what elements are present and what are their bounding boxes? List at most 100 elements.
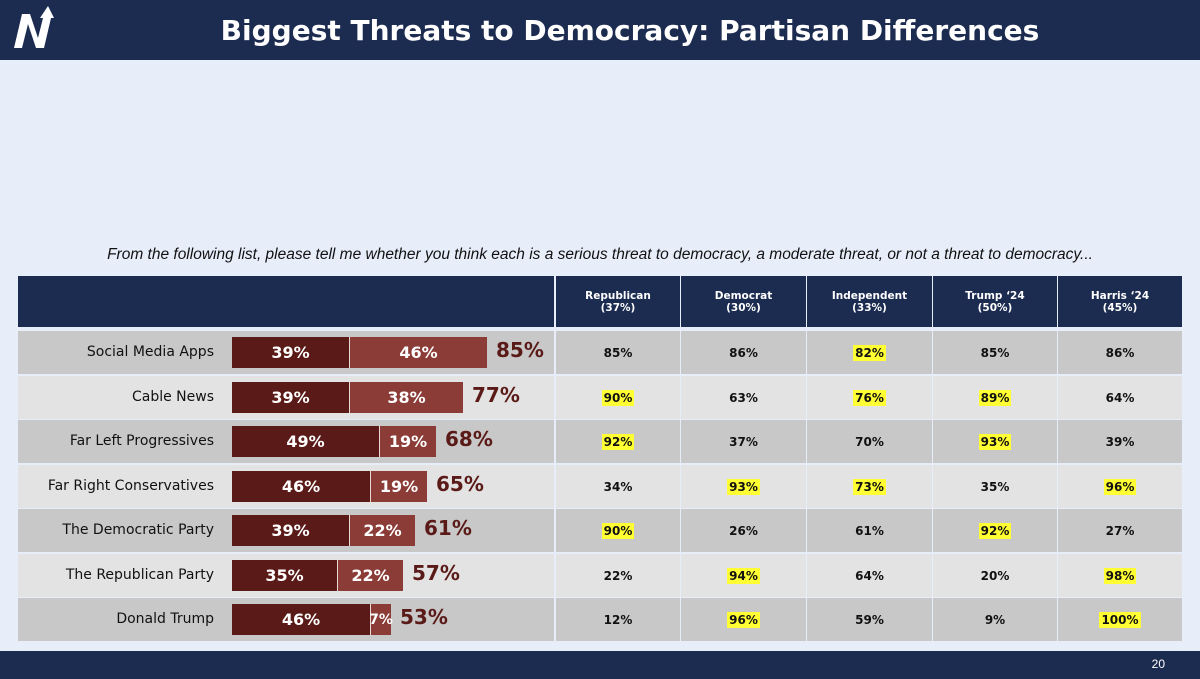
- bar-moderate-threat: 22%: [337, 560, 403, 591]
- cell-value: 98%: [1103, 567, 1137, 584]
- cell-value: 37%: [729, 434, 758, 449]
- cell-value: 64%: [1105, 390, 1135, 405]
- column-header-name: Democrat: [714, 289, 773, 302]
- cell-value: 35%: [980, 479, 1010, 494]
- table-cell: 96%: [681, 598, 806, 641]
- bar-moderate-threat: 19%: [370, 471, 427, 502]
- table-cell: 70%: [807, 420, 932, 463]
- column-header-share: (50%): [977, 301, 1013, 314]
- column-header: Harris ‘24 (45%): [1058, 276, 1182, 327]
- bar-serious-threat: 35%: [232, 560, 337, 591]
- table-cell: 35%: [933, 465, 1057, 508]
- column-header-name: Independent: [831, 289, 908, 302]
- row-label: The Democratic Party: [62, 522, 214, 538]
- total-label: 57%: [412, 561, 460, 585]
- cell-value: 90%: [601, 389, 635, 406]
- cell-value: 93%: [978, 433, 1012, 450]
- table-cell: 34%: [556, 465, 680, 508]
- table-cell: 26%: [681, 509, 806, 552]
- table-cell: 39%: [1058, 420, 1182, 463]
- bar-serious-threat: 46%: [232, 604, 370, 635]
- column-header: Trump ‘24 (50%): [933, 276, 1057, 327]
- column-header: Democrat (30%): [681, 276, 806, 327]
- table-cell: 20%: [933, 554, 1057, 597]
- column-header-share: (45%): [1102, 301, 1138, 314]
- table-cell: 93%: [933, 420, 1057, 463]
- table-cell: 22%: [556, 554, 680, 597]
- table-cell: 37%: [681, 420, 806, 463]
- cell-value: 85%: [980, 345, 1010, 360]
- table-header-blank: [18, 276, 554, 327]
- table-cell: 92%: [933, 509, 1057, 552]
- table-cell: 27%: [1058, 509, 1182, 552]
- row-label: Social Media Apps: [86, 344, 214, 360]
- page-title: Biggest Threats to Democracy: Partisan D…: [220, 14, 1040, 47]
- cell-value: 63%: [729, 390, 758, 405]
- cell-value: 90%: [601, 522, 635, 539]
- cell-value: 82%: [853, 344, 886, 361]
- bar-moderate-threat: 19%: [379, 426, 436, 457]
- table-cell: 85%: [933, 331, 1057, 374]
- total-label: 65%: [436, 472, 484, 496]
- bar-serious-threat: 39%: [232, 337, 349, 368]
- cell-value: 34%: [603, 479, 633, 494]
- column-header-share: (33%): [852, 301, 887, 314]
- column-header-share: (30%): [726, 301, 761, 314]
- table-cell: 92%: [556, 420, 680, 463]
- cell-value: 61%: [855, 523, 884, 538]
- cell-value: 92%: [601, 433, 635, 450]
- table-cell: 86%: [681, 331, 806, 374]
- header-bar: Biggest Threats to Democracy: Partisan D…: [0, 0, 1200, 60]
- column-header-share: (37%): [600, 301, 636, 314]
- table-cell: 12%: [556, 598, 680, 641]
- column-header: Independent (33%): [807, 276, 932, 327]
- bar-moderate-threat: 38%: [349, 382, 463, 413]
- column-header-name: Harris ‘24: [1090, 289, 1150, 302]
- table-cell: 86%: [1058, 331, 1182, 374]
- total-label: 53%: [400, 605, 448, 629]
- cell-value: 93%: [727, 478, 760, 495]
- bar-moderate-threat: 46%: [349, 337, 487, 368]
- cell-value: 86%: [1105, 345, 1135, 360]
- table-cell: 9%: [933, 598, 1057, 641]
- page-number: 20: [1151, 657, 1165, 671]
- cell-value: 9%: [984, 612, 1006, 627]
- bar-moderate-threat: 22%: [349, 515, 415, 546]
- total-label: 61%: [424, 516, 472, 540]
- row-label: Far Left Progressives: [69, 433, 214, 449]
- row-label: Donald Trump: [116, 611, 214, 627]
- cell-value: 20%: [980, 568, 1010, 583]
- table-cell: 76%: [807, 376, 932, 419]
- survey-question: From the following list, please tell me …: [107, 246, 1093, 263]
- column-header: Republican (37%): [556, 276, 680, 327]
- total-label: 85%: [496, 338, 544, 362]
- cell-value: 92%: [978, 522, 1012, 539]
- cell-value: 100%: [1099, 611, 1141, 628]
- cell-value: 64%: [855, 568, 884, 583]
- table-cell: 94%: [681, 554, 806, 597]
- bar-serious-threat: 46%: [232, 471, 370, 502]
- column-header-name: Trump ‘24: [965, 289, 1025, 302]
- cell-value: 70%: [855, 434, 884, 449]
- column-header-name: Republican: [585, 289, 651, 302]
- cell-value: 89%: [978, 389, 1012, 406]
- bar-moderate-threat: 7%: [369, 604, 393, 635]
- table-cell: 90%: [556, 376, 680, 419]
- cell-value: 27%: [1105, 523, 1135, 538]
- cell-value: 96%: [1103, 478, 1137, 495]
- table-cell: 96%: [1058, 465, 1182, 508]
- cell-value: 22%: [603, 568, 633, 583]
- bar-serious-threat: 49%: [232, 426, 379, 457]
- total-label: 77%: [472, 383, 520, 407]
- table-cell: 90%: [556, 509, 680, 552]
- cell-value: 94%: [727, 567, 760, 584]
- table-cell: 64%: [807, 554, 932, 597]
- cell-value: 96%: [727, 611, 760, 628]
- table-cell: 93%: [681, 465, 806, 508]
- row-label: The Republican Party: [65, 567, 214, 583]
- table-cell: 64%: [1058, 376, 1182, 419]
- cell-value: 86%: [729, 345, 758, 360]
- cell-value: 39%: [1105, 434, 1135, 449]
- table-cell: 63%: [681, 376, 806, 419]
- table-cell: 98%: [1058, 554, 1182, 597]
